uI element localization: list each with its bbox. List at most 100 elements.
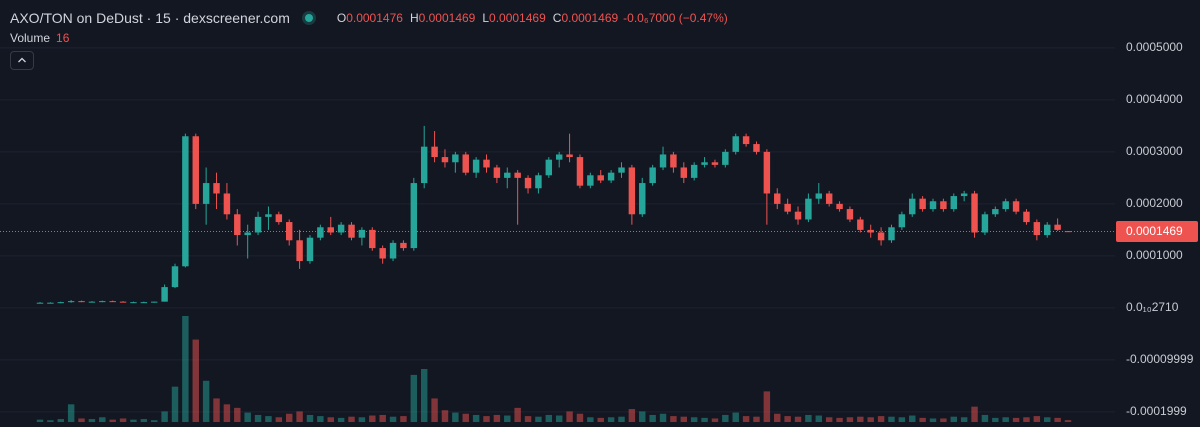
candle-body [1002,201,1009,210]
candle-body [57,302,64,304]
volume-bar [836,417,843,422]
candle-body [950,196,957,210]
volume-bar [909,415,916,422]
volume-bar [410,374,418,422]
candle-body [919,198,926,210]
volume-bar [1033,416,1041,422]
candle-body [555,154,563,160]
volume-bar [555,415,563,422]
volume-bar [36,419,44,422]
volume-bar [234,407,241,422]
volume-bar [369,415,376,422]
volume-bar [867,417,874,422]
candle-body [244,232,251,236]
candle-body [462,154,469,173]
volume-bar [805,414,812,422]
last-price-box [1116,220,1198,242]
candle-body [857,219,864,230]
volume-bar [379,414,386,422]
volume-bar [452,412,459,422]
volume-bar [306,414,314,422]
candle-body [815,193,823,199]
volume-bar [992,417,999,422]
ohlc-key: L [482,11,490,25]
volume-bar [649,414,656,422]
candle-body [753,144,760,152]
volume-bar [88,419,96,422]
volume-bar [784,416,791,422]
volume-bar [815,415,823,422]
volume-bar [888,416,895,422]
collapse-button[interactable] [10,51,34,70]
y-tick-label: 0.0005000 [1126,40,1183,54]
ohlc-value: 0.0001476 [346,11,403,25]
volume-bar [1044,417,1051,422]
ohlc-value: 0.0001469 [489,11,546,25]
candle-body [234,214,241,236]
volume-bar [493,414,501,422]
candle-body [981,214,989,233]
volume-label: Volume [10,31,51,45]
candle-body [78,301,85,303]
volume-bar [960,417,968,422]
candle-body [420,146,428,184]
candle-body [1033,222,1041,236]
candle-body [171,266,179,288]
candle-body [130,302,137,304]
volume-bar [420,369,428,422]
status-dot [301,11,316,25]
volume-bar [929,418,937,422]
volume-bar [358,417,366,422]
candle-body [711,162,719,165]
candle-body [317,227,324,238]
candle-body [514,172,521,178]
candle-body [794,211,802,220]
candle-body [670,154,677,168]
volume-bar [151,420,158,422]
candle-body [358,229,366,238]
candle-body [472,159,480,173]
candle-body [327,227,334,233]
volume-bar [753,416,760,422]
volume-bar [327,417,334,422]
volume-bar [950,416,957,422]
candle-body [151,301,158,303]
candle-body [410,183,418,249]
candle-body [306,237,314,262]
volume-bar [1054,417,1061,422]
y-tick-label: 0.0001000 [1126,248,1183,262]
candle-body [483,159,490,168]
volume-bar [981,414,989,422]
volume-value: 16 [56,31,70,45]
candle-body [441,157,449,163]
volume-bar [472,414,480,422]
candle-body [254,216,262,233]
volume-bar [628,409,636,422]
volume-bar [213,398,220,422]
candle-body [202,183,210,204]
candle-body [597,175,604,181]
candle-body [1012,201,1020,212]
volume-bar [1023,417,1030,422]
candle-body [732,136,739,152]
candle-body [296,240,303,262]
volume-bar [587,417,594,422]
volume-bar [545,414,553,422]
ohlc-key: O [336,11,347,25]
candle-body [223,193,231,215]
volume-bar [659,413,667,422]
volume-bar [690,417,698,422]
chart-title: AXO/TON on DeDust · 15 · dexscreener.com [10,10,290,26]
candle-body [763,151,771,194]
candle-body [265,214,272,217]
candle-body [36,302,44,304]
candle-body [400,242,407,249]
chevron-icon [18,57,26,63]
candle-body [192,136,199,204]
volume-bar [67,404,75,422]
volume-bar [774,413,781,422]
candle-body [452,154,459,163]
candle-body [213,183,220,194]
volume-bar [711,418,719,422]
candle-body [576,157,584,186]
